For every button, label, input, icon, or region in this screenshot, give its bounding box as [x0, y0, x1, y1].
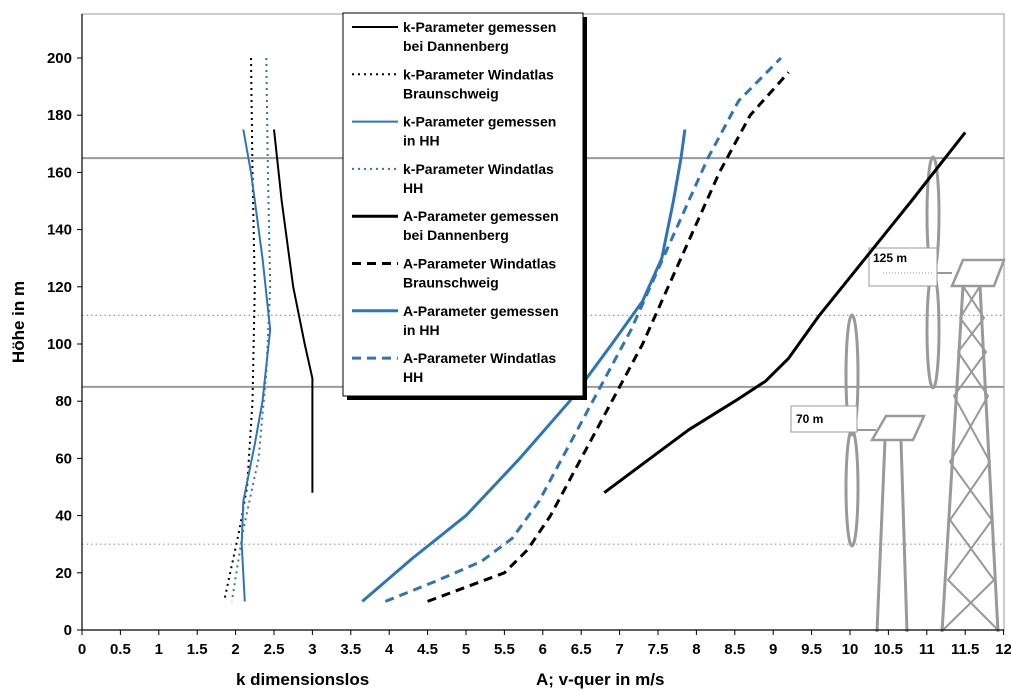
legend-label-6: A-Parameter gemessen in HH — [403, 303, 559, 338]
legend-label-4: A-Parameter gemessen bei Dannenberg — [403, 208, 559, 243]
x-tick-label: 1 — [155, 641, 163, 658]
x-tick-label: 5 — [462, 641, 470, 658]
y-tick-label: 160 — [47, 164, 72, 181]
x-tick-label: 1.5 — [187, 641, 208, 658]
wind-turbine-illustration — [844, 155, 1006, 633]
y-tick-label: 0 — [64, 622, 72, 639]
x-tick-label: 0 — [78, 641, 86, 658]
x-axis-title-right: A; v-quer in m/s — [536, 670, 664, 689]
legend-label-1: k-Parameter Windatlas Braunschweig — [403, 66, 554, 101]
series-line-6 — [361, 129, 687, 603]
y-tick-label: 20 — [55, 565, 72, 582]
y-tick-label: 180 — [47, 107, 72, 124]
annotation-125m-label: 125 m — [873, 251, 907, 265]
x-tick-label: 7 — [615, 641, 623, 658]
x-tick-label: 9.5 — [801, 641, 822, 658]
y-tick-label: 200 — [47, 50, 72, 67]
x-tick-label: 9 — [769, 641, 777, 658]
legend-label-3: k-Parameter Windatlas HH — [403, 161, 554, 196]
y-tick-label: 60 — [55, 450, 72, 467]
x-axis-ticks: 0 0.5 1 1.5 2 2.5 3 3.5 4 4.5 5 5.5 6 6.5 7 7.5 8 8.5 9 9.5… — [78, 629, 1011, 658]
y-tick-label: 120 — [47, 279, 72, 296]
series-line-3 — [230, 57, 272, 602]
x-tick-label: 2.5 — [264, 641, 285, 658]
x-tick-label: 6.5 — [571, 641, 592, 658]
x-tick-label: 3.5 — [340, 641, 361, 658]
annotation-70m: 70 m — [790, 405, 858, 433]
x-tick-label: 12 — [995, 641, 1011, 658]
y-axis-title: Höhe in m — [9, 281, 28, 363]
x-tick-label: 8.5 — [724, 641, 745, 658]
annotation-125m: 125 m — [868, 247, 938, 287]
y-tick-label: 100 — [47, 336, 72, 353]
y-tick-label: 40 — [55, 508, 72, 525]
series-line-0 — [273, 129, 314, 493]
legend: k-Parameter gemessen bei Dannenberg k-Para… — [342, 12, 587, 400]
series-line-4 — [603, 131, 967, 494]
x-tick-label: 11 — [919, 641, 935, 658]
annotation-70m-label: 70 m — [796, 412, 823, 426]
x-tick-label: 7.5 — [648, 641, 669, 658]
x-tick-label: 2 — [231, 641, 239, 658]
x-tick-label: 11.5 — [951, 641, 979, 658]
x-tick-label: 6 — [539, 641, 547, 658]
small-turbine-icon — [844, 313, 926, 633]
series-line-1 — [223, 57, 256, 602]
x-tick-label: 5.5 — [494, 641, 515, 658]
y-axis-ticks: 0 20 40 60 80 100 120 140 160 180 200 — [47, 14, 83, 639]
x-tick-label: 8 — [692, 641, 700, 658]
series-line-7 — [384, 56, 782, 603]
legend-label-7: A-Parameter Windatlas HH — [403, 350, 556, 385]
legend-label-2: k-Parameter gemessen in HH — [403, 114, 556, 149]
x-tick-label: 10.5 — [874, 641, 903, 658]
legend-label-5: A-Parameter Windatlas Braunschweig — [403, 256, 556, 291]
series-line-5 — [427, 71, 790, 603]
y-tick-label: 140 — [47, 222, 72, 239]
series-lines — [223, 56, 967, 603]
x-tick-label: 3 — [308, 641, 316, 658]
x-tick-label: 4.5 — [417, 641, 438, 658]
y-tick-label: 80 — [55, 393, 72, 410]
x-axis-title-left: k dimensionslos — [236, 670, 369, 689]
x-tick-label: 4 — [385, 641, 394, 658]
lattice-mast-icon — [925, 155, 1006, 633]
legend-label-0: k-Parameter gemessen bei Dannenberg — [403, 19, 556, 54]
x-tick-label: 0.5 — [110, 641, 131, 658]
x-tick-label: 10 — [842, 641, 859, 658]
series-line-2 — [240, 129, 272, 602]
